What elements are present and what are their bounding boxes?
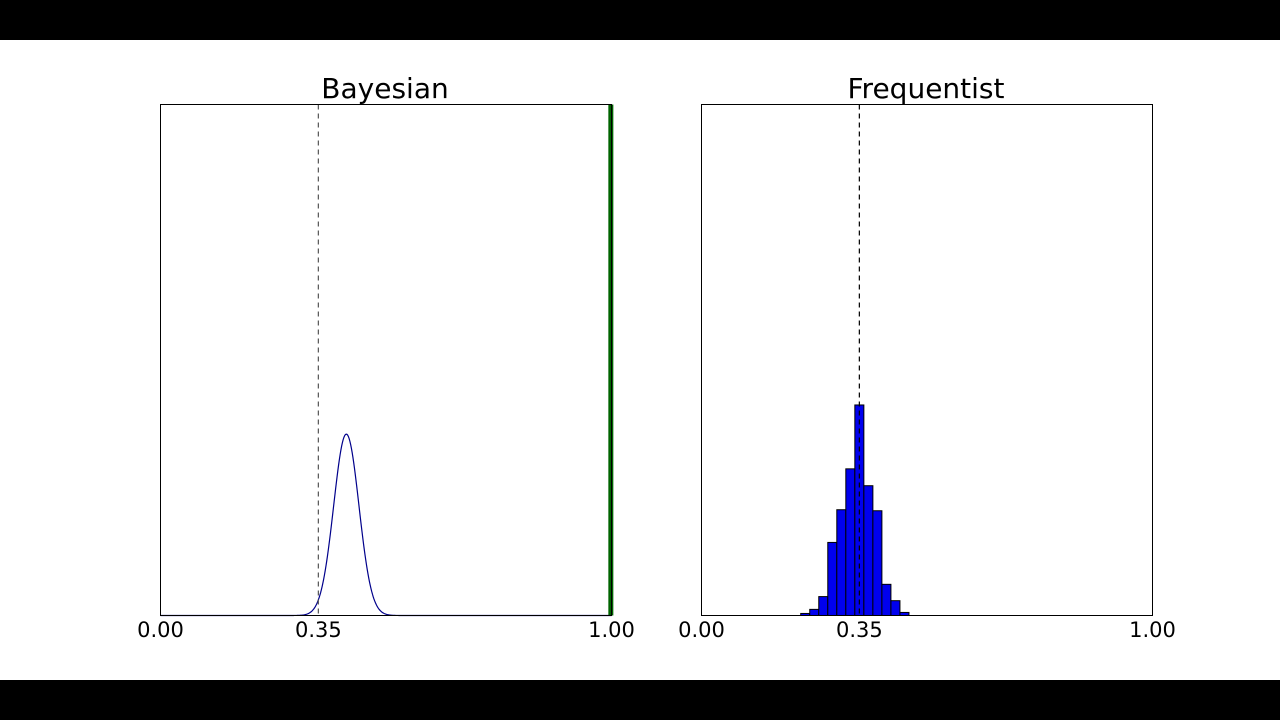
bayesian-title: Bayesian: [321, 72, 448, 105]
frequentist-axes-frame: [701, 104, 1153, 616]
figure-background: [0, 40, 1280, 680]
bayesian-highlight-bar: [608, 104, 614, 616]
histogram-bar: [890, 600, 901, 617]
histogram-bar: [863, 485, 874, 616]
histogram-bar: [809, 608, 820, 616]
frequentist-x-tick-label: 0.00: [678, 618, 725, 642]
bayesian-x-tick-label: 0.00: [137, 618, 184, 642]
bayesian-x-tick-label: 0.35: [295, 618, 342, 642]
bayesian-x-tick-label: 1.00: [588, 618, 635, 642]
bayesian-axes-frame: [160, 104, 612, 616]
frequentist-plot-area: [800, 104, 910, 617]
letterbox-top: [0, 0, 1280, 40]
frequentist-panel: Frequentist 0.00 0.35 1.00: [678, 72, 1176, 642]
histogram-bar: [872, 510, 883, 616]
bayesian-x-tick-labels: 0.00 0.35 1.00: [137, 618, 635, 642]
histogram-bar: [881, 583, 892, 616]
histogram-bar: [827, 541, 838, 616]
histogram-bar: [818, 596, 829, 617]
frequentist-x-tick-labels: 0.00 0.35 1.00: [678, 618, 1176, 642]
frequentist-x-tick-label: 0.35: [836, 618, 883, 642]
frequentist-x-tick-label: 1.00: [1129, 618, 1176, 642]
frequentist-title: Frequentist: [847, 72, 1004, 105]
letterbox-bottom: [0, 680, 1280, 720]
histogram-bar: [845, 468, 856, 616]
bayesian-panel: Bayesian 0.00 0.35 1.00: [137, 72, 635, 642]
histogram-bar: [836, 509, 847, 616]
